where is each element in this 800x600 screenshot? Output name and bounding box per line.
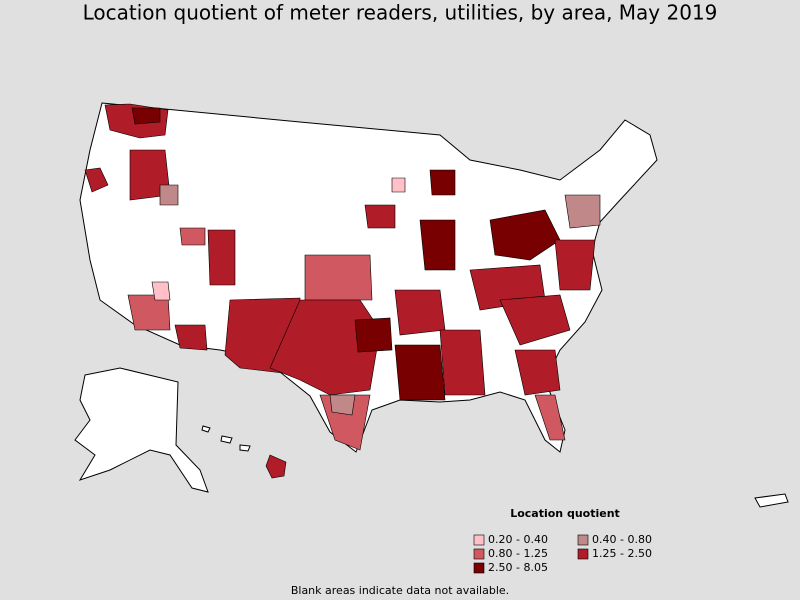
legend-label: 0.20 - 0.40 xyxy=(488,533,548,546)
legend-swatch xyxy=(577,534,589,546)
legend-label: 1.25 - 2.50 xyxy=(592,547,652,560)
map xyxy=(74,102,789,508)
legend-swatch xyxy=(473,534,485,546)
legend-swatch xyxy=(473,548,485,560)
hawaii xyxy=(201,425,287,479)
alaska xyxy=(74,367,209,493)
map-title: Location quotient of meter readers, util… xyxy=(83,1,718,25)
legend: Location quotient 0.20 - 0.40 0.40 - 0.80… xyxy=(473,507,652,574)
puerto-rico xyxy=(754,493,789,508)
legend-title: Location quotient xyxy=(510,507,620,520)
legend-swatch xyxy=(577,548,589,560)
legend-label: 0.40 - 0.80 xyxy=(592,533,652,546)
legend-label: 2.50 - 8.05 xyxy=(488,561,548,574)
legend-swatch xyxy=(473,562,485,574)
legend-label: 0.80 - 1.25 xyxy=(488,547,548,560)
footnote: Blank areas indicate data not available. xyxy=(291,584,509,597)
map-areas xyxy=(84,103,601,451)
